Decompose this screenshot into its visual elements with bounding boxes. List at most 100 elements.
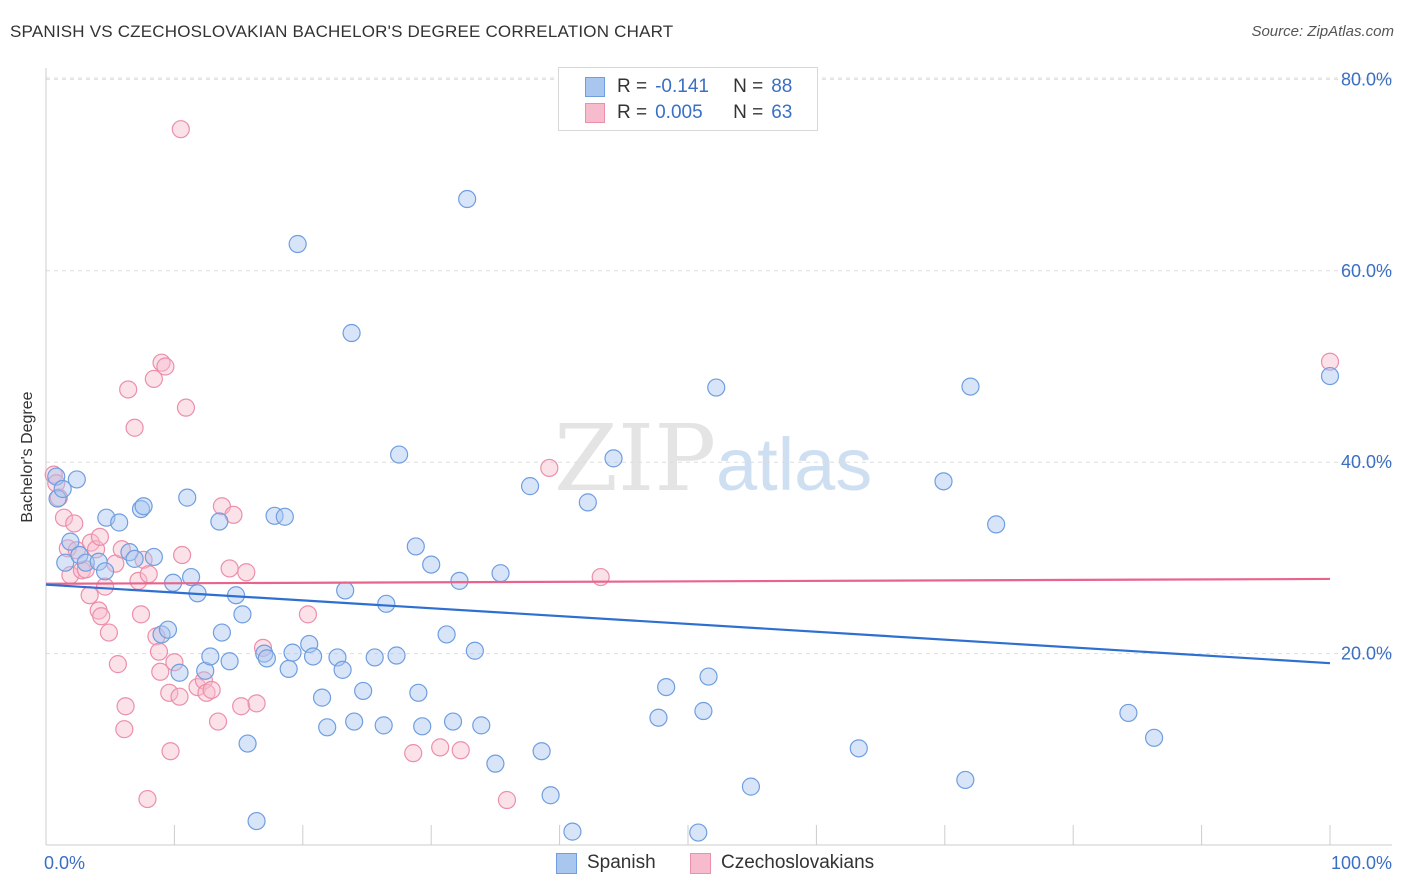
spanish-point-63: [465, 641, 484, 660]
spanish-point-3: [67, 470, 86, 489]
spanish-point-54: [390, 445, 409, 464]
czech-trend-line: [45, 577, 1331, 585]
spanish-point-20: [170, 663, 189, 682]
spanish-swatch: [585, 77, 605, 97]
spanish-point-42: [312, 688, 332, 707]
spanish-point-57: [413, 717, 432, 736]
y-tick-label-20: 20.0%: [1341, 644, 1392, 664]
watermark-atlas: atlas: [716, 423, 872, 506]
spanish-point-13: [125, 549, 144, 568]
czech-point-24: [125, 418, 144, 437]
czech-point-36: [160, 683, 179, 702]
czech-point-53: [247, 694, 266, 713]
spanish-point-27: [212, 623, 232, 642]
spanish-point-71: [578, 493, 597, 512]
legend-row-czech: R = 0.005 N = 63: [585, 101, 792, 125]
y-tick-label-60: 60.0%: [1341, 261, 1392, 281]
czech-point-23: [119, 380, 138, 399]
spanish-point-1: [48, 489, 67, 508]
watermark: ZIP atlas: [554, 405, 872, 512]
spanish-point-32: [247, 811, 266, 831]
spanish-point-77: [699, 667, 718, 686]
czech-r-label: R =: [617, 102, 648, 123]
spanish-point-38: [283, 643, 302, 662]
czech-point-42: [176, 398, 196, 417]
source-label: Source: ZipAtlas.com: [1251, 23, 1394, 40]
czech-point-30: [144, 369, 163, 389]
tick-labels: 20.0% 40.0% 60.0% 80.0% 0.0% 100.0%: [44, 69, 1392, 873]
czech-point-55: [298, 605, 318, 624]
czech-point-56: [404, 744, 423, 763]
spanish-points: [47, 189, 1340, 842]
czech-point-59: [497, 790, 517, 810]
spanish-point-18: [158, 620, 178, 639]
watermark-zip: ZIP: [554, 405, 716, 512]
spanish-point-68: [532, 742, 551, 761]
czech-point-6: [65, 514, 84, 533]
spanish-point-59: [437, 625, 456, 644]
czech-point-29: [139, 565, 158, 584]
spanish-point-73: [649, 708, 668, 727]
czech-point-57: [431, 738, 450, 757]
czech-point-38: [165, 653, 184, 672]
spanish-n-value: 88: [771, 76, 793, 97]
czech-point-39: [170, 687, 189, 706]
spanish-point-75: [689, 823, 708, 842]
spanish-point-56: [409, 683, 428, 702]
czech-point-58: [451, 741, 470, 760]
spanish-point-8: [89, 552, 108, 571]
spanish-point-65: [486, 754, 505, 773]
spanish-point-52: [377, 594, 396, 613]
czech-r-value: 0.005: [655, 102, 703, 123]
czech-point-22: [116, 697, 135, 716]
spanish-point-69: [541, 786, 560, 805]
spanish-point-11: [110, 513, 129, 532]
spanish-point-41: [303, 647, 323, 666]
spanish-point-72: [604, 449, 623, 468]
spanish-point-87: [1320, 366, 1340, 386]
spanish-point-43: [318, 718, 337, 737]
spanish-point-67: [520, 477, 540, 496]
spanish-point-55: [406, 537, 425, 556]
spanish-point-2: [53, 479, 72, 499]
czech-point-19: [108, 655, 128, 674]
spanish-point-25: [201, 647, 220, 666]
spanish-point-21: [178, 488, 197, 507]
spanish-point-24: [196, 661, 215, 680]
axes: [45, 68, 1392, 846]
spanish-point-4: [56, 553, 75, 572]
spanish-point-58: [422, 555, 441, 574]
spanish-point-83: [961, 377, 980, 396]
legend-spanish-swatch: [556, 852, 577, 874]
spanish-point-48: [345, 712, 364, 731]
spanish-point-47: [342, 323, 361, 343]
legend-spanish-label: Spanish: [587, 852, 656, 873]
spanish-point-66: [491, 564, 510, 583]
legend-czech-swatch: [690, 852, 711, 874]
chart-title: SPANISH VS CZECHOSLOVAKIAN BACHELOR'S DE…: [10, 22, 674, 41]
spanish-point-78: [707, 378, 726, 397]
czech-swatch: [585, 103, 605, 123]
czech-point-51: [232, 697, 251, 716]
spanish-point-74: [657, 677, 676, 697]
czech-point-28: [138, 789, 157, 809]
spanish-point-51: [374, 716, 393, 735]
czech-point-61: [591, 567, 610, 587]
czech-point-16: [95, 577, 115, 596]
trend-lines: [45, 577, 1331, 665]
spanish-point-50: [365, 648, 384, 667]
spanish-point-61: [450, 571, 469, 590]
czech-point-43: [188, 677, 207, 697]
czech-point-47: [208, 712, 228, 731]
czech-n-value: 63: [771, 102, 793, 123]
spanish-point-84: [987, 515, 1006, 534]
spanish-point-28: [220, 652, 239, 671]
czech-point-26: [131, 605, 151, 624]
spanish-point-15: [134, 497, 153, 516]
spanish-point-26: [210, 512, 229, 531]
spanish-point-60: [443, 712, 463, 731]
legend-item-czech[interactable]: Czechoslovakians: [690, 852, 874, 874]
legend-item-spanish[interactable]: Spanish: [556, 852, 656, 874]
spanish-point-70: [563, 822, 582, 841]
